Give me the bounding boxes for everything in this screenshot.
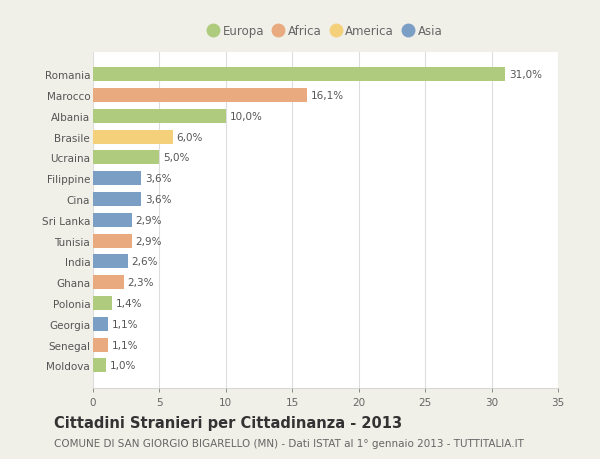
Bar xyxy=(93,213,131,227)
Text: 10,0%: 10,0% xyxy=(230,112,263,122)
Bar xyxy=(93,110,226,123)
Text: 5,0%: 5,0% xyxy=(163,153,190,163)
Text: 2,6%: 2,6% xyxy=(131,257,158,267)
Text: 2,9%: 2,9% xyxy=(136,215,162,225)
Text: 2,3%: 2,3% xyxy=(128,278,154,287)
Text: 6,0%: 6,0% xyxy=(176,132,203,142)
Text: 3,6%: 3,6% xyxy=(145,174,172,184)
Bar xyxy=(93,275,124,290)
Bar xyxy=(93,151,160,165)
Bar xyxy=(93,89,307,103)
Text: 1,0%: 1,0% xyxy=(110,361,137,370)
Bar xyxy=(93,255,128,269)
Bar xyxy=(93,192,141,207)
Text: 3,6%: 3,6% xyxy=(145,195,172,205)
Text: 2,9%: 2,9% xyxy=(136,236,162,246)
Text: 1,1%: 1,1% xyxy=(112,340,138,350)
Text: 16,1%: 16,1% xyxy=(311,91,344,101)
Text: 1,1%: 1,1% xyxy=(112,319,138,329)
Bar xyxy=(93,130,173,145)
Text: 31,0%: 31,0% xyxy=(509,70,542,80)
Text: 1,4%: 1,4% xyxy=(116,298,142,308)
Bar xyxy=(93,358,106,373)
Text: COMUNE DI SAN GIORGIO BIGARELLO (MN) - Dati ISTAT al 1° gennaio 2013 - TUTTITALI: COMUNE DI SAN GIORGIO BIGARELLO (MN) - D… xyxy=(54,438,524,448)
Legend: Europa, Africa, America, Asia: Europa, Africa, America, Asia xyxy=(209,25,442,38)
Bar xyxy=(93,68,505,82)
Bar xyxy=(93,338,107,352)
Bar xyxy=(93,172,141,186)
Bar xyxy=(93,317,107,331)
Text: Cittadini Stranieri per Cittadinanza - 2013: Cittadini Stranieri per Cittadinanza - 2… xyxy=(54,415,402,431)
Bar xyxy=(93,234,131,248)
Bar xyxy=(93,296,112,310)
